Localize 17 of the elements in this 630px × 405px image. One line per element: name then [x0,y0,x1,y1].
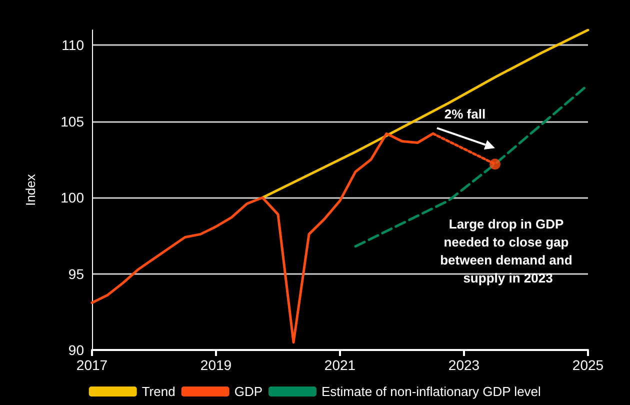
x-tick-label: 2021 [324,357,356,373]
legend-label: GDP [234,384,262,399]
y-tick-label: 105 [60,113,84,130]
line-series [261,28,590,199]
x-tick-label: 2025 [572,357,604,373]
y-tick-label: 95 [68,266,84,282]
y-tick-label: 90 [68,342,84,358]
y-axis-title: Index [23,174,38,206]
y-tick-label: 100 [60,190,84,206]
x-tick-label: 2019 [200,357,232,373]
legend-label: Trend [142,384,176,399]
annotation: 2% fall [444,106,486,122]
annotation: Large drop in GDP needed to close gap between demand and supply in 2023 [440,216,576,286]
x-tick-label: 2023 [448,357,480,373]
legend-label: Estimate of non-inflationary GDP level [321,384,542,399]
y-tick-label: 110 [62,37,84,54]
x-tick-label: 2017 [76,357,108,373]
